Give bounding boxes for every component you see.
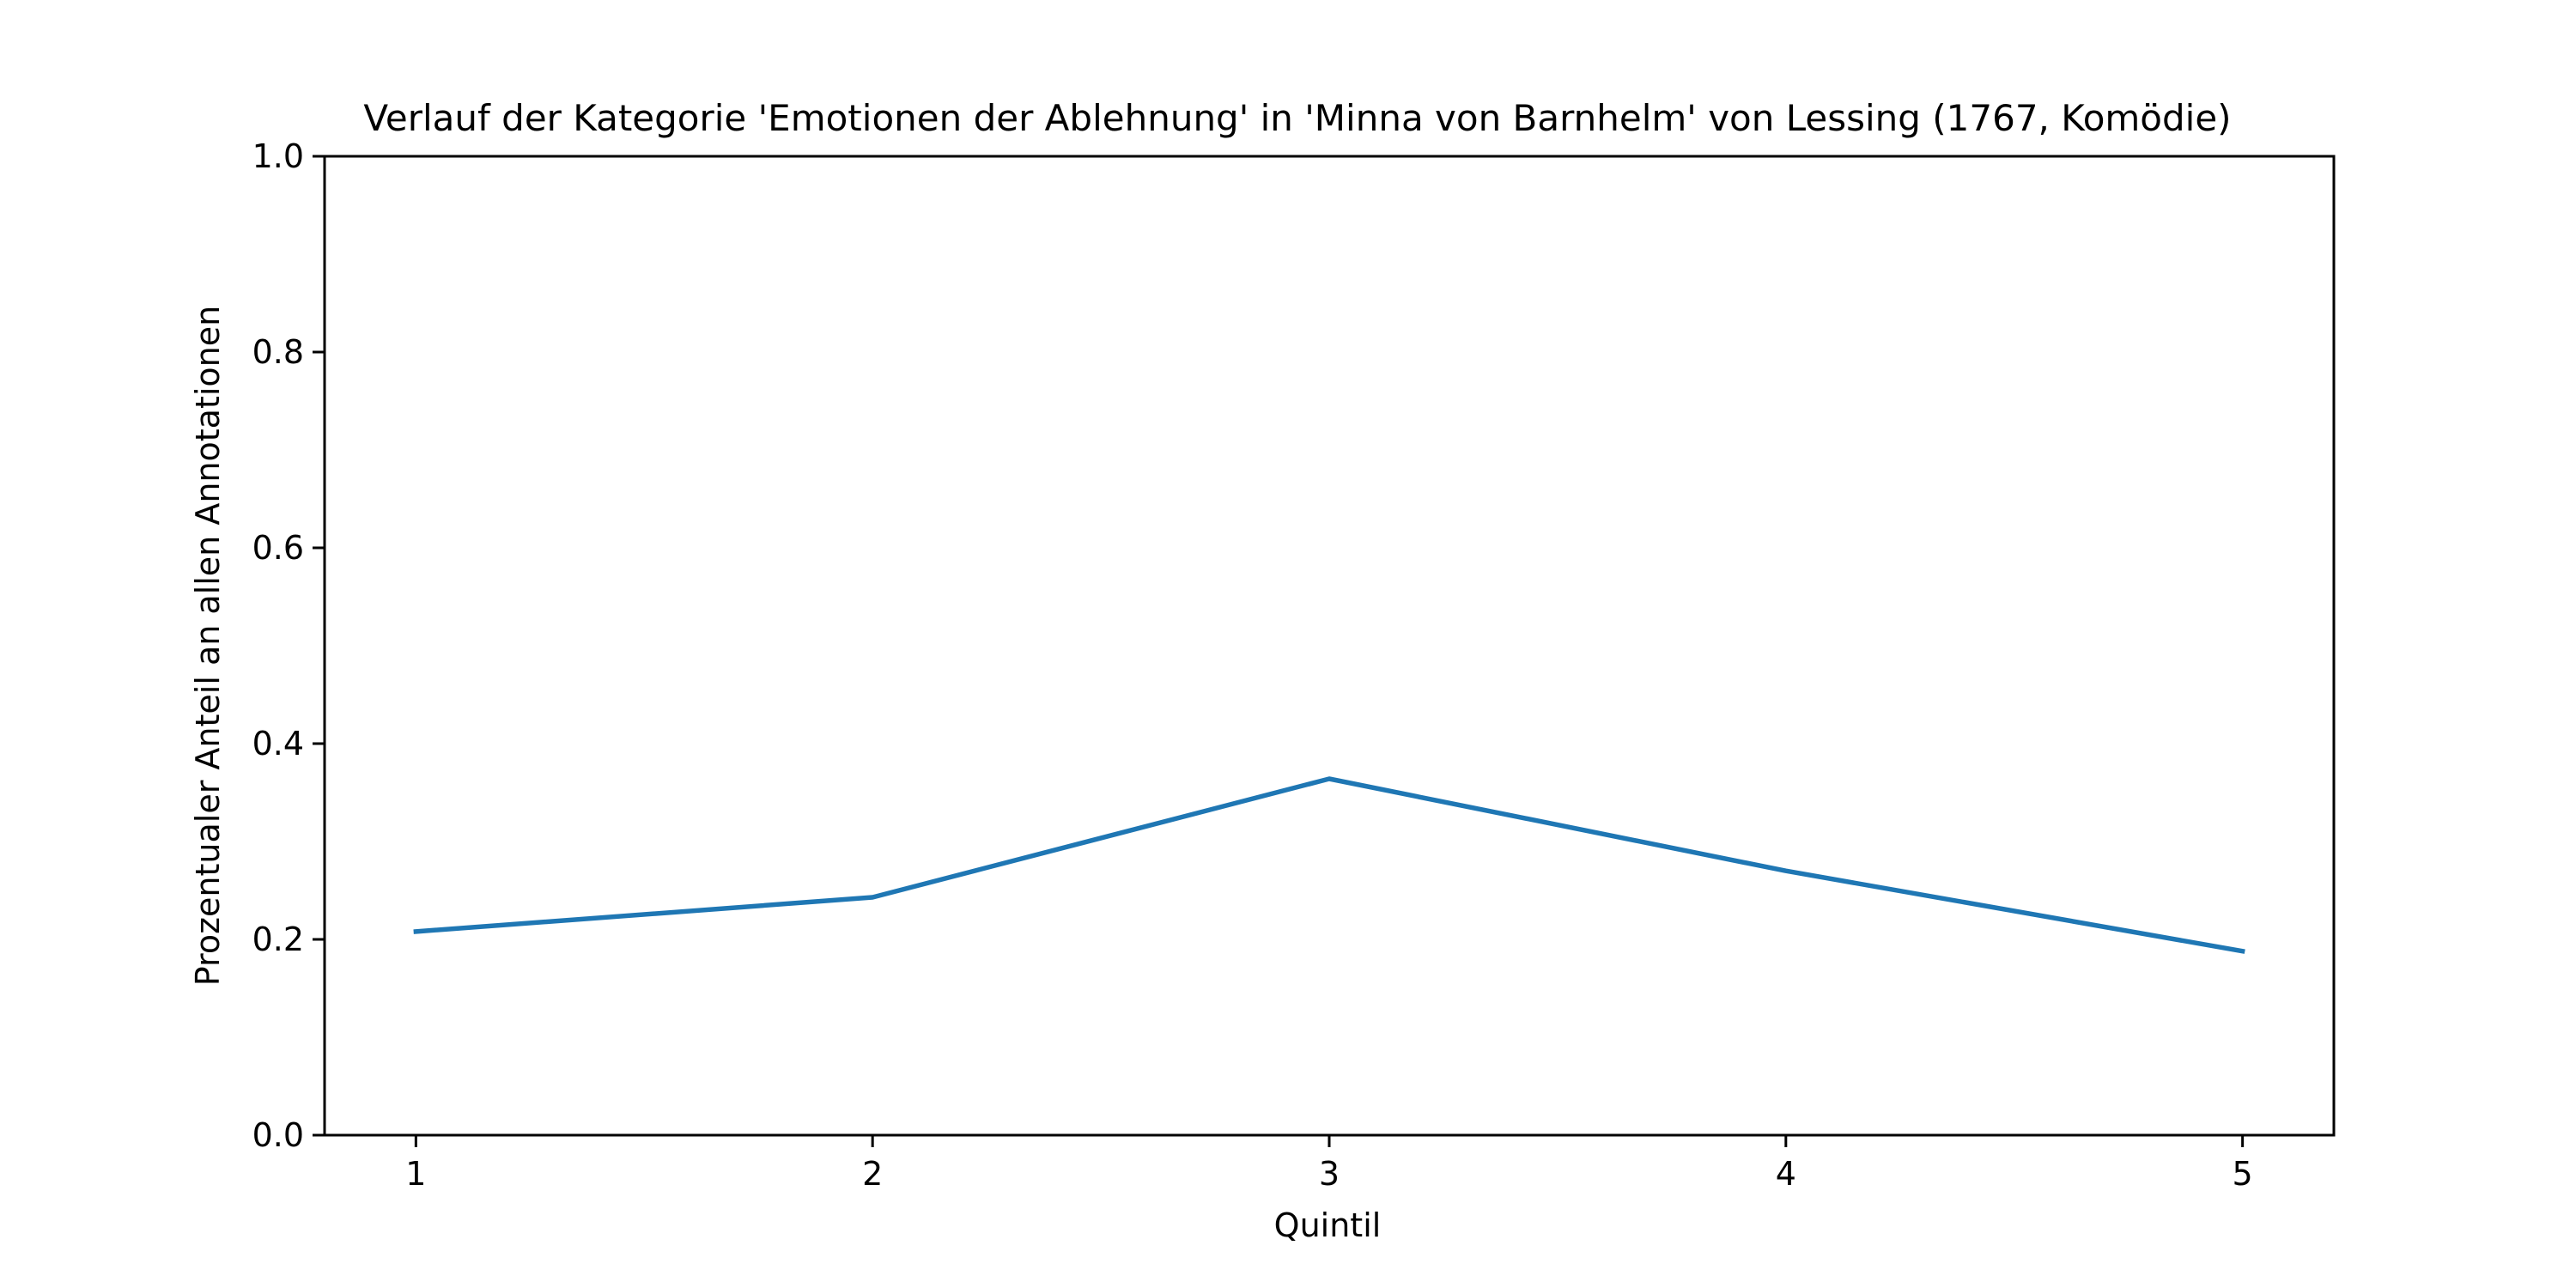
y-tick-label: 0.0 xyxy=(252,1116,304,1154)
y-tick-label: 0.4 xyxy=(252,725,304,762)
y-axis: 0.0 0.2 0.4 0.6 0.8 1.0 xyxy=(252,137,325,1154)
x-tick-label: 3 xyxy=(1319,1155,1340,1193)
x-tick-label: 4 xyxy=(1776,1155,1796,1193)
x-tick-label: 1 xyxy=(405,1155,426,1193)
chart-title: Verlauf der Kategorie 'Emotionen der Abl… xyxy=(363,97,2231,139)
y-tick-label: 0.8 xyxy=(252,333,304,371)
x-axis-label: Quintil xyxy=(1274,1206,1382,1244)
y-tick-label: 0.6 xyxy=(252,529,304,567)
x-tick-label: 5 xyxy=(2233,1155,2253,1193)
x-tick-label: 2 xyxy=(862,1155,883,1193)
y-tick-label: 0.2 xyxy=(252,920,304,958)
plot-frame xyxy=(323,155,2336,1137)
x-axis: 1 2 3 4 5 xyxy=(405,1135,2253,1193)
series-line xyxy=(413,776,2245,954)
y-axis-label: Prozentualer Anteil an allen Annotatione… xyxy=(189,306,227,986)
series-group xyxy=(413,776,2245,954)
y-tick-label: 1.0 xyxy=(252,137,304,175)
